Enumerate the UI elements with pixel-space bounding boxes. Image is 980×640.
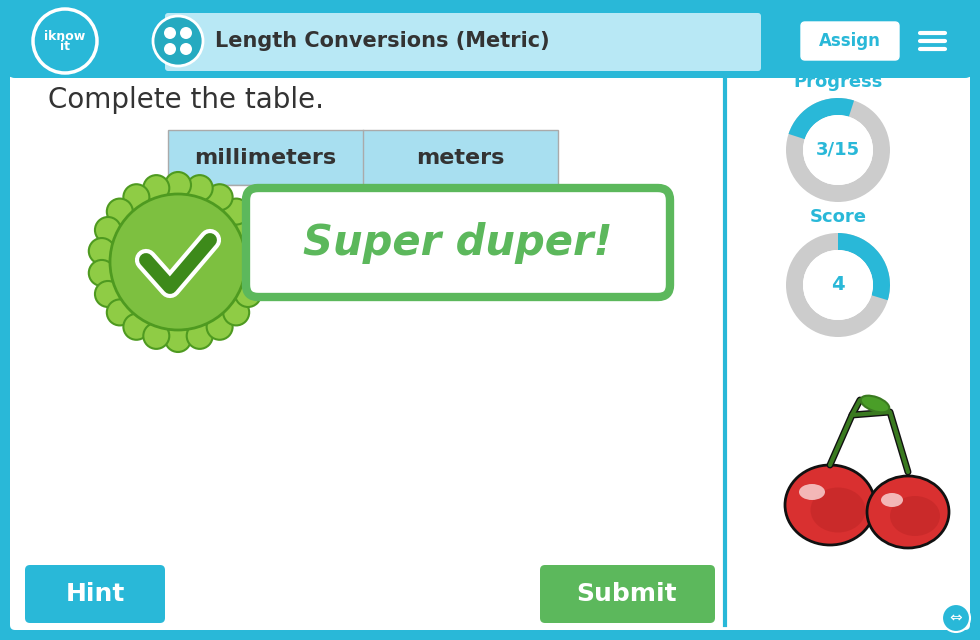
Circle shape bbox=[107, 300, 133, 325]
Circle shape bbox=[89, 260, 115, 286]
Circle shape bbox=[107, 198, 133, 225]
Circle shape bbox=[165, 326, 191, 352]
Circle shape bbox=[95, 281, 121, 307]
Text: 7: 7 bbox=[454, 257, 467, 278]
FancyBboxPatch shape bbox=[168, 185, 558, 240]
Circle shape bbox=[207, 184, 232, 210]
Ellipse shape bbox=[785, 465, 875, 545]
Circle shape bbox=[223, 300, 249, 325]
Text: Hint: Hint bbox=[66, 582, 124, 606]
FancyBboxPatch shape bbox=[15, 15, 965, 60]
FancyBboxPatch shape bbox=[540, 565, 715, 623]
Circle shape bbox=[164, 27, 176, 39]
Wedge shape bbox=[786, 233, 890, 337]
Text: 3/15: 3/15 bbox=[816, 141, 860, 159]
Text: 6: 6 bbox=[454, 202, 467, 223]
Circle shape bbox=[153, 16, 203, 66]
Ellipse shape bbox=[881, 493, 903, 507]
Circle shape bbox=[235, 281, 261, 307]
FancyBboxPatch shape bbox=[165, 13, 761, 71]
Text: 6,000: 6,000 bbox=[235, 202, 295, 223]
Text: Assign: Assign bbox=[819, 32, 881, 50]
Circle shape bbox=[241, 238, 268, 264]
Text: iknow: iknow bbox=[44, 31, 85, 44]
Circle shape bbox=[143, 175, 170, 201]
Ellipse shape bbox=[867, 476, 949, 548]
Circle shape bbox=[207, 314, 232, 340]
Text: meters: meters bbox=[416, 147, 505, 168]
Circle shape bbox=[803, 115, 873, 185]
Text: 7,000: 7,000 bbox=[235, 257, 295, 278]
FancyBboxPatch shape bbox=[168, 130, 558, 185]
Text: Length Conversions (Metric): Length Conversions (Metric) bbox=[215, 31, 550, 51]
FancyBboxPatch shape bbox=[10, 10, 970, 630]
Ellipse shape bbox=[860, 396, 889, 412]
Text: it: it bbox=[60, 40, 70, 54]
Circle shape bbox=[942, 604, 970, 632]
Circle shape bbox=[180, 43, 192, 55]
FancyBboxPatch shape bbox=[7, 2, 973, 78]
Circle shape bbox=[95, 217, 121, 243]
Text: Submit: Submit bbox=[576, 582, 677, 606]
Circle shape bbox=[803, 250, 873, 320]
Ellipse shape bbox=[810, 488, 865, 532]
Circle shape bbox=[123, 184, 149, 210]
Text: Score: Score bbox=[809, 208, 866, 226]
Circle shape bbox=[223, 198, 249, 225]
Circle shape bbox=[143, 323, 170, 349]
Circle shape bbox=[235, 217, 261, 243]
Text: 4: 4 bbox=[831, 275, 845, 294]
Circle shape bbox=[187, 323, 213, 349]
Circle shape bbox=[187, 175, 213, 201]
Circle shape bbox=[110, 194, 246, 330]
FancyBboxPatch shape bbox=[801, 22, 899, 60]
Text: Super duper!: Super duper! bbox=[303, 221, 612, 264]
Wedge shape bbox=[789, 98, 854, 139]
FancyBboxPatch shape bbox=[25, 565, 165, 623]
Circle shape bbox=[33, 9, 97, 73]
Circle shape bbox=[180, 27, 192, 39]
Circle shape bbox=[123, 314, 149, 340]
FancyBboxPatch shape bbox=[168, 240, 558, 295]
Circle shape bbox=[241, 260, 268, 286]
Circle shape bbox=[164, 43, 176, 55]
Wedge shape bbox=[786, 98, 890, 202]
Text: millimeters: millimeters bbox=[194, 147, 336, 168]
Circle shape bbox=[89, 238, 115, 264]
FancyBboxPatch shape bbox=[246, 188, 670, 297]
Text: Progress: Progress bbox=[794, 73, 883, 91]
Ellipse shape bbox=[799, 484, 825, 500]
Text: Complete the table.: Complete the table. bbox=[48, 86, 324, 114]
Wedge shape bbox=[838, 233, 890, 300]
Text: ⇔: ⇔ bbox=[950, 611, 962, 625]
Circle shape bbox=[165, 172, 191, 198]
Ellipse shape bbox=[890, 496, 940, 536]
